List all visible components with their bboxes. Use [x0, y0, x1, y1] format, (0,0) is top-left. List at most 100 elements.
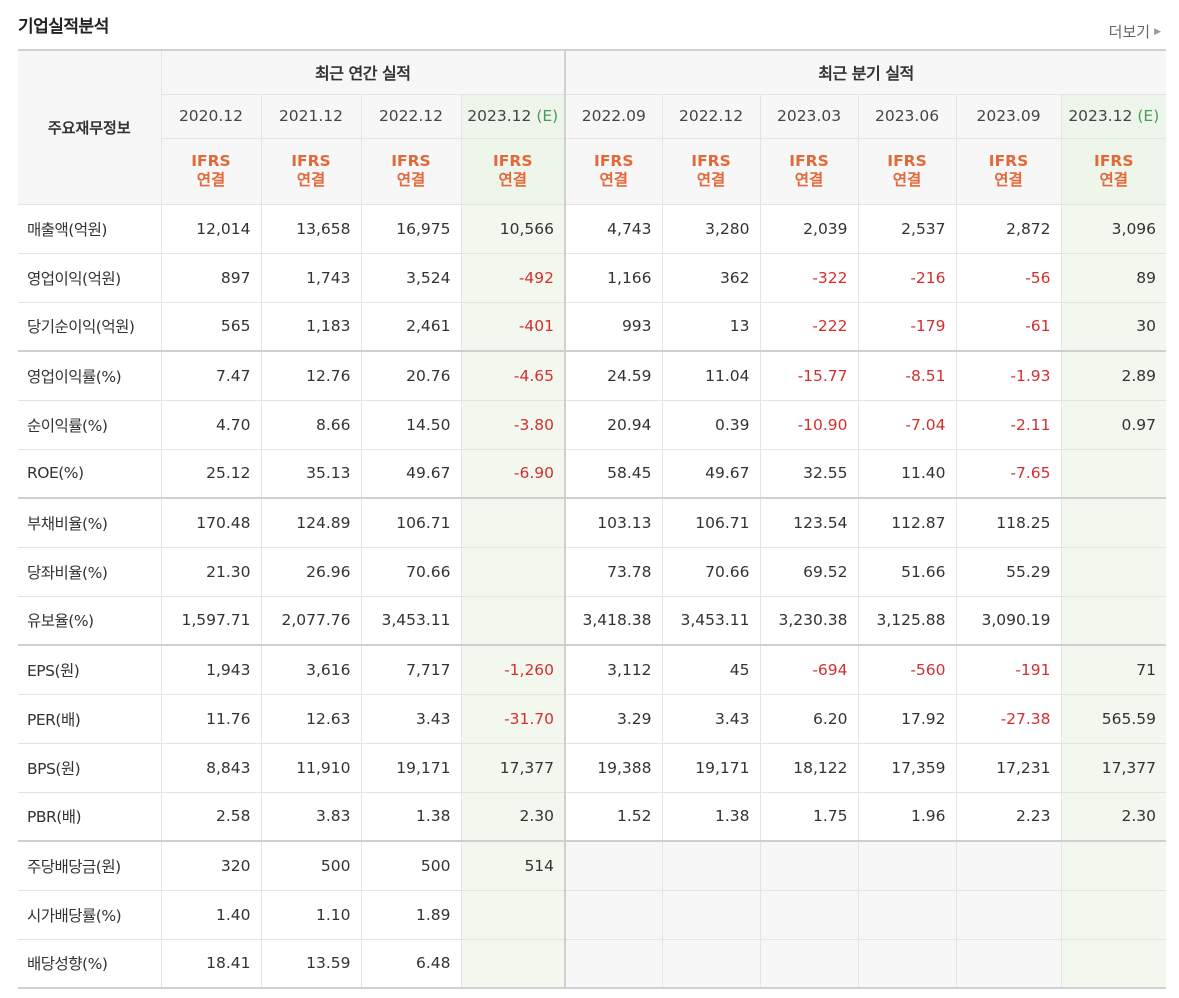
table-cell: 12.76 [260, 350, 362, 401]
table-cell [1060, 546, 1167, 597]
table-cell [460, 497, 566, 548]
accounting-basis: IFRS 연결 [160, 137, 262, 205]
table-cell: 26.96 [260, 546, 362, 597]
table-cell: -7.65 [955, 448, 1062, 499]
table-cell: 1,597.71 [160, 595, 262, 646]
table-cell: 19,388 [564, 742, 663, 793]
table-cell: 1,743 [260, 252, 362, 303]
basis-standard: IFRS [493, 152, 533, 170]
table-cell: 3.43 [661, 693, 761, 744]
table-cell [955, 840, 1062, 891]
table-row: 순이익률(%) 4.70 8.66 14.50 -3.80 20.94 0.39 -10.90… [18, 399, 1167, 450]
financial-performance-table: 주요재무정보 최근 연간 실적 최근 분기 실적 2020.12 2021.12 2… [18, 49, 1167, 989]
table-cell: 55.29 [955, 546, 1062, 597]
accounting-basis: IFRS 연결 [564, 137, 663, 205]
table-cell [1060, 938, 1167, 989]
table-cell: 3,616 [260, 644, 362, 695]
table-cell [460, 889, 566, 940]
table-cell [564, 889, 663, 940]
period-label: 2021.12 [278, 107, 344, 125]
table-cell: 2,039 [759, 203, 859, 254]
table-cell: 320 [160, 840, 262, 891]
table-cell: 17,231 [955, 742, 1062, 793]
accounting-basis: IFRS 연결 [955, 137, 1062, 205]
table-cell: 170.48 [160, 497, 262, 548]
table-cell [759, 840, 859, 891]
table-cell: -1.93 [955, 350, 1062, 401]
table-cell: 1,166 [564, 252, 663, 303]
table-cell [1060, 595, 1167, 646]
table-cell: -560 [857, 644, 957, 695]
row-header-label: 주요재무정보 [18, 49, 162, 205]
table-cell: 13 [661, 301, 761, 352]
period-label: 2023.09 [976, 107, 1041, 125]
table-cell: -1,260 [460, 644, 566, 695]
row-label: 유보율(%) [18, 595, 162, 646]
table-cell: 565 [160, 301, 262, 352]
table-cell: 3,280 [661, 203, 761, 254]
table-cell: 25.12 [160, 448, 262, 499]
row-label: BPS(원) [18, 742, 162, 793]
row-label: 당좌비율(%) [18, 546, 162, 597]
table-cell: 3.83 [260, 791, 362, 842]
more-label: 더보기 [1108, 23, 1151, 41]
table-cell: 112.87 [857, 497, 957, 548]
table-cell: 1.96 [857, 791, 957, 842]
period-label: 2023.12 [1068, 107, 1133, 125]
table-cell [1060, 840, 1167, 891]
table-cell: 3,230.38 [759, 595, 859, 646]
table-row: 매출액(억원) 12,014 13,658 16,975 10,566 4,743 3,28… [18, 203, 1167, 254]
basis-standard: IFRS [1094, 152, 1134, 170]
period-label: 2023.12 [467, 107, 532, 125]
basis-scope: 연결 [599, 171, 629, 189]
table-cell: -222 [759, 301, 859, 352]
table-cell: -322 [759, 252, 859, 303]
table-row: 주당배당금(원) 320 500 500 514 [18, 840, 1167, 891]
period-header: 2023.12 (E) [1060, 93, 1167, 139]
table-cell: 70.66 [661, 546, 761, 597]
accounting-basis: IFRS 연결 [460, 137, 566, 205]
row-label: PBR(배) [18, 791, 162, 842]
table-cell: 2.30 [1060, 791, 1167, 842]
annual-group-header: 최근 연간 실적 [160, 49, 566, 95]
basis-standard: IFRS [391, 152, 431, 170]
period-header: 2023.09 [955, 93, 1062, 139]
row-label: 영업이익률(%) [18, 350, 162, 401]
table-cell: 3.29 [564, 693, 663, 744]
table-row: EPS(원) 1,943 3,616 7,717 -1,260 3,112 45 -694 -5… [18, 644, 1167, 695]
row-label: 영업이익(억원) [18, 252, 162, 303]
table-cell: -61 [955, 301, 1062, 352]
basis-scope: 연결 [498, 171, 528, 189]
table-cell: 1.38 [661, 791, 761, 842]
table-cell: 4,743 [564, 203, 663, 254]
accounting-basis: IFRS 연결 [857, 137, 957, 205]
table-cell: 1.38 [360, 791, 462, 842]
basis-scope: 연결 [396, 171, 426, 189]
period-header: 2022.09 [564, 93, 663, 139]
table-cell [857, 938, 957, 989]
table-cell: 3,112 [564, 644, 663, 695]
basis-scope: 연결 [994, 171, 1023, 189]
table-cell: 3,453.11 [360, 595, 462, 646]
table-cell: 500 [360, 840, 462, 891]
period-label: 2022.09 [581, 107, 646, 125]
table-cell: 49.67 [661, 448, 761, 499]
table-cell [857, 889, 957, 940]
accounting-basis: IFRS 연결 [360, 137, 462, 205]
period-label: 2022.12 [678, 107, 744, 125]
more-link[interactable]: 더보기 ▶ [1109, 21, 1161, 42]
table-cell: 106.71 [661, 497, 761, 548]
table-cell: 45 [661, 644, 761, 695]
table-cell: 11.40 [857, 448, 957, 499]
row-label: PER(배) [18, 693, 162, 744]
table-cell: -492 [460, 252, 566, 303]
period-header: 2022.12 [360, 93, 462, 139]
period-header: 2022.12 [661, 93, 761, 139]
table-cell [955, 938, 1062, 989]
table-cell: -56 [955, 252, 1062, 303]
table-cell: 3,090.19 [955, 595, 1062, 646]
table-row: 배당성향(%) 18.41 13.59 6.48 [18, 938, 1167, 989]
table-cell: 17,377 [1060, 742, 1167, 793]
table-cell: 3.43 [360, 693, 462, 744]
table-cell: 124.89 [260, 497, 362, 548]
